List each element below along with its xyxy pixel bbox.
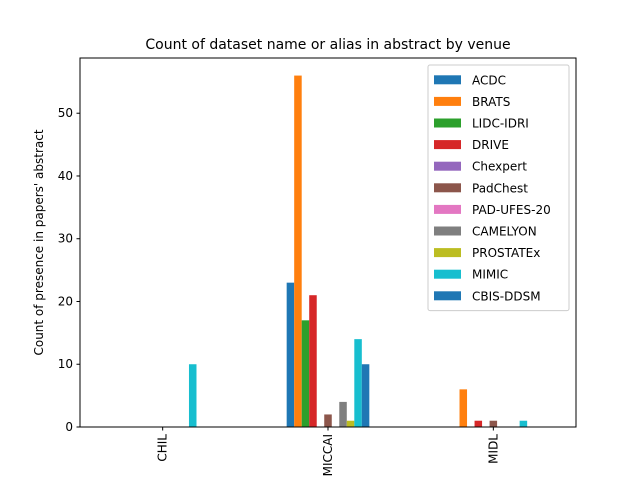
bars-group — [188, 75, 528, 427]
legend-frame — [427, 64, 570, 312]
legend-label-prostatex: PROSTATEx — [472, 246, 540, 260]
legend-swatch-prostatex — [434, 248, 461, 258]
legend-label-lidc-idri: LIDC-IDRI — [472, 117, 529, 131]
legend-swatch-chexpert — [434, 161, 461, 171]
bar-drive-miccai — [309, 295, 317, 427]
legend-swatch-acdc — [434, 75, 461, 85]
y-tick-label: 0 — [65, 420, 73, 434]
y-axis-label: Count of presence in papers' abstract — [32, 129, 46, 355]
y-tick-label: 20 — [58, 294, 73, 308]
legend-label-drive: DRIVE — [472, 138, 509, 152]
y-axis: 0 10 20 30 40 50 — [58, 106, 80, 434]
y-tick-label: 40 — [58, 169, 73, 183]
legend-label-chexpert: Chexpert — [472, 160, 527, 174]
x-tick-label-miccai: MICCAI — [321, 434, 335, 476]
legend-label-acdc: ACDC — [472, 73, 506, 87]
legend-label-brats: BRATS — [472, 95, 510, 109]
bar-prostatex-miccai — [346, 420, 355, 427]
bar-mimic-midl — [519, 420, 528, 427]
bar-lidc-idri-miccai — [301, 320, 310, 427]
bar-cbis-ddsm-miccai — [361, 364, 370, 427]
legend-swatch-drive — [434, 140, 461, 150]
y-tick-label: 10 — [58, 357, 73, 371]
y-tick-label: 50 — [58, 106, 73, 120]
x-tick-label-midl: MIDL — [486, 434, 500, 464]
chart-title: Count of dataset name or alias in abstra… — [145, 37, 510, 53]
x-axis: CHIL MICCAI MIDL — [156, 427, 500, 476]
bar-brats-midl — [459, 389, 468, 427]
bar-acdc-miccai — [286, 282, 295, 427]
bar-brats-miccai — [294, 75, 302, 427]
legend-swatch-pad-ufes-20 — [434, 204, 461, 214]
legend-label-padchest: PadChest — [472, 181, 528, 195]
bar-padchest-midl — [489, 420, 498, 427]
bar-mimic-chil — [188, 364, 197, 427]
bar-mimic-miccai — [354, 339, 362, 427]
legend-swatch-mimic — [434, 269, 461, 279]
legend-swatch-cbis-ddsm — [434, 291, 461, 301]
bar-padchest-miccai — [324, 414, 332, 427]
legend-swatch-padchest — [434, 183, 461, 193]
legend-label-pad-ufes-20: PAD-UFES-20 — [472, 203, 551, 217]
legend-label-mimic: MIMIC — [472, 268, 508, 282]
x-tick-label-chil: CHIL — [156, 434, 170, 462]
y-tick-label: 30 — [58, 232, 73, 246]
legend-label-camelyon: CAMELYON — [472, 225, 537, 239]
bar-drive-midl — [474, 420, 483, 427]
bar-camelyon-miccai — [339, 401, 347, 427]
legend-swatch-brats — [434, 96, 461, 106]
legend-label-cbis-ddsm: CBIS-DDSM — [472, 289, 541, 303]
legend-swatch-camelyon — [434, 226, 461, 236]
legend: ACDC BRATS LIDC-IDRI DRIVE Chexpert PadChest P… — [427, 64, 570, 312]
legend-swatch-lidc-idri — [434, 118, 461, 128]
